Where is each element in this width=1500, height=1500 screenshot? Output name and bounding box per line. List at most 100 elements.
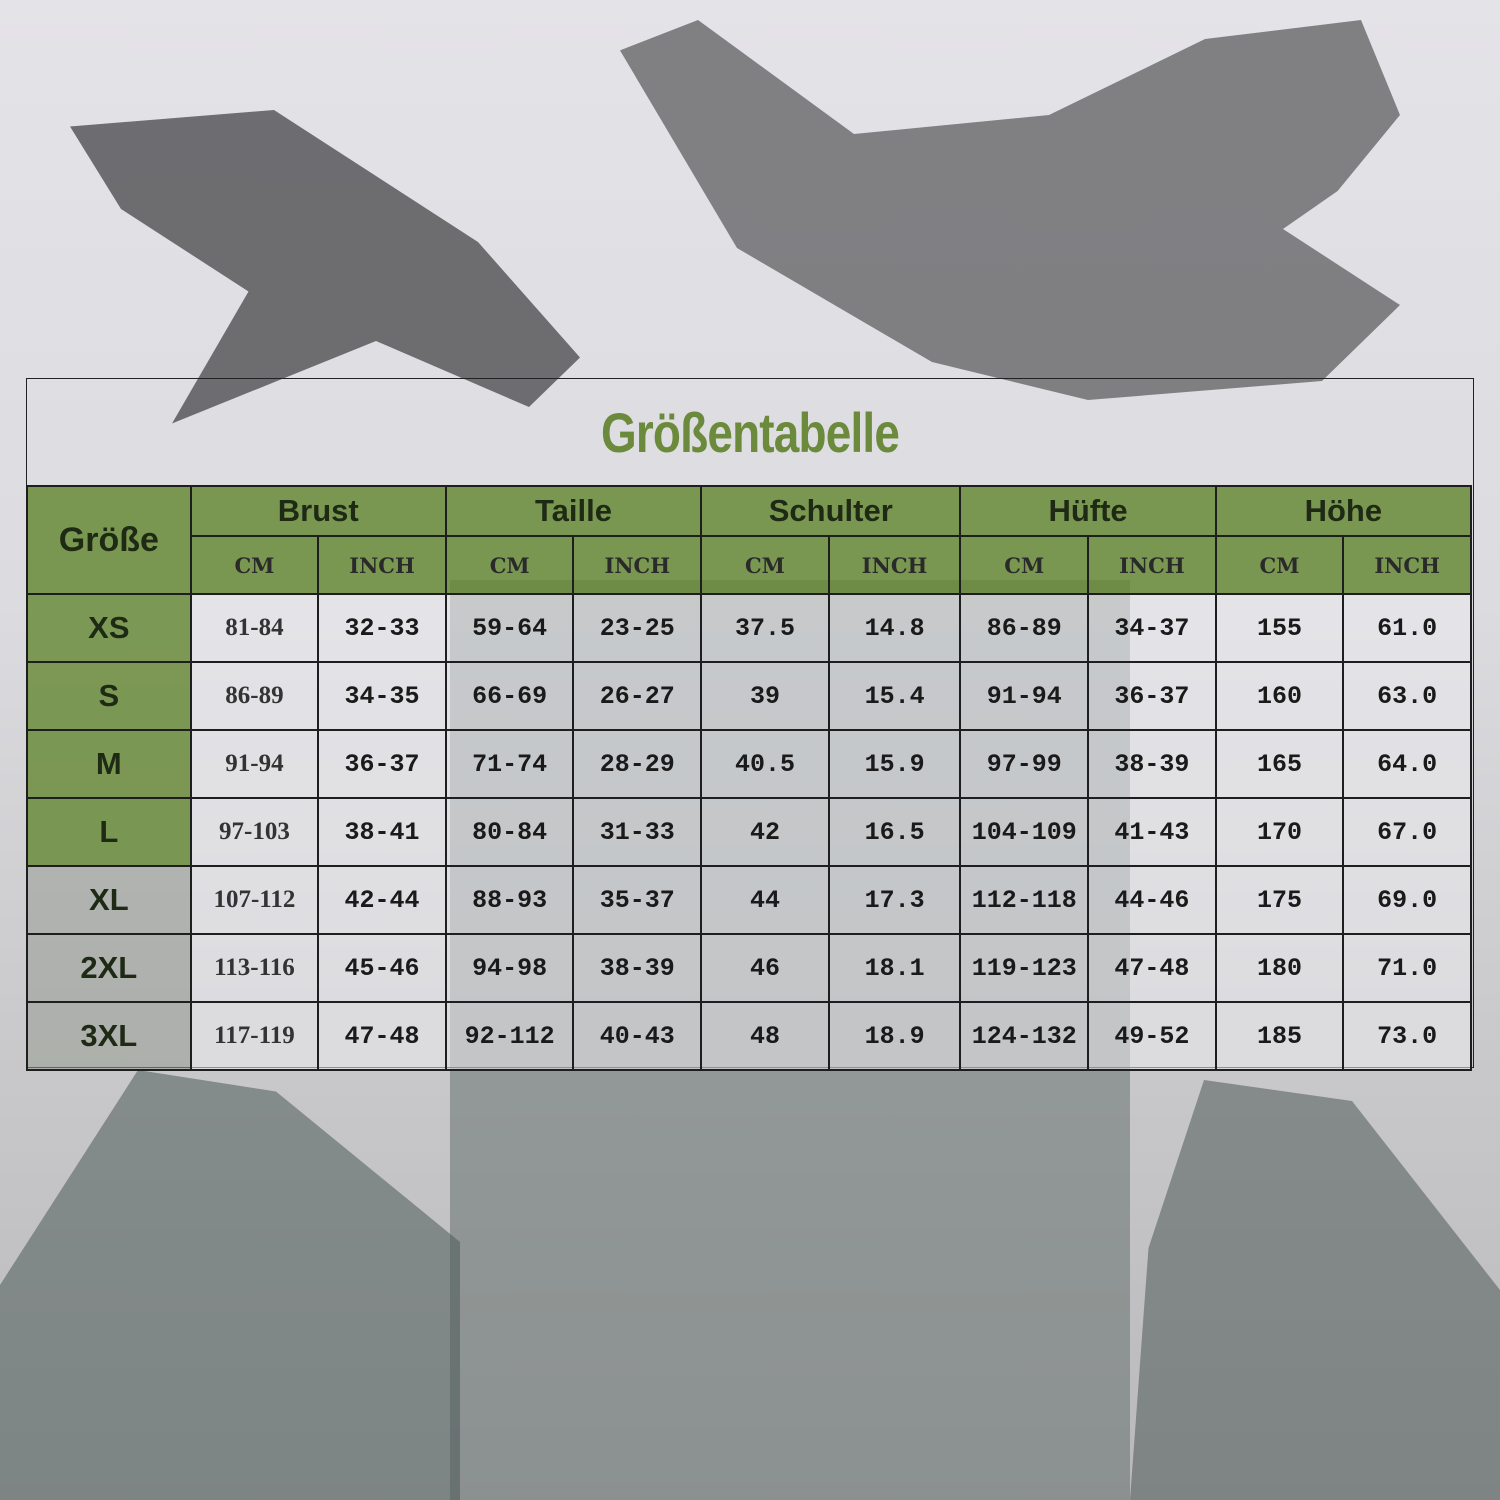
table-cell: 92-112 [444,1001,575,1071]
table-cell: 61.0 [1342,593,1472,663]
table-cell: 107-112 [189,865,320,935]
table-cell: 44 [700,865,830,935]
table-cell: 48 [700,1001,830,1071]
table-cell: 42 [700,797,830,867]
group-header-schulter: Schulter [700,485,962,537]
table-cell: 180 [1214,933,1345,1003]
size-label: XL [26,865,192,935]
size-table: Größe Brust Taille Schulter Hüfte Höhe CM INC… [26,485,1473,1071]
table-cell: 91-94 [189,729,320,799]
table-cell: 64.0 [1342,729,1472,799]
size-column-header: Größe [26,485,192,595]
witch-figure-left-photo [0,1070,460,1500]
unit-header: CM [189,535,320,595]
group-header-brust: Brust [189,485,447,537]
unit-header: INCH [827,535,962,595]
table-cell: 38-41 [317,797,447,867]
table-cell: 80-84 [444,797,575,867]
table-cell: 88-93 [444,865,575,935]
table-row: L 97-103 38-41 80-84 31-33 42 16.5 104-109 41-43… [26,797,1472,867]
chart-title: Größentabelle [600,401,900,464]
table-row: XL 107-112 42-44 88-93 35-37 44 17.3 112-118 44-… [26,865,1472,935]
table-row: M 91-94 36-37 71-74 28-29 40.5 15.9 97-99 38-39 1… [26,729,1472,799]
table-cell: 38-39 [1087,729,1217,799]
size-label: S [26,661,192,731]
table-cell: 31-33 [572,797,703,867]
unit-header: CM [1214,535,1345,595]
table-cell: 49-52 [1087,1001,1217,1071]
table-cell: 23-25 [572,593,703,663]
group-header-hüfte: Hüfte [959,485,1217,537]
table-cell: 165 [1214,729,1345,799]
table-cell: 119-123 [959,933,1090,1003]
group-header-taille: Taille [444,485,703,537]
table-cell: 46 [700,933,830,1003]
table-cell: 47-48 [1087,933,1217,1003]
table-cell: 34-35 [317,661,447,731]
table-cell: 40.5 [700,729,830,799]
group-header-höhe: Höhe [1214,485,1473,537]
table-cell: 44-46 [1087,865,1217,935]
table-cell: 71-74 [444,729,575,799]
table-cell: 67.0 [1342,797,1472,867]
table-cell: 16.5 [827,797,962,867]
table-cell: 36-37 [1087,661,1217,731]
table-cell: 185 [1214,1001,1345,1071]
table-cell: 170 [1214,797,1345,867]
table-cell: 35-37 [572,865,703,935]
table-cell: 42-44 [317,865,447,935]
table-cell: 36-37 [317,729,447,799]
unit-header: INCH [1087,535,1217,595]
table-cell: 14.8 [827,593,962,663]
unit-header: CM [959,535,1090,595]
size-label: M [26,729,192,799]
table-cell: 26-27 [572,661,703,731]
table-cell: 38-39 [572,933,703,1003]
table-cell: 17.3 [827,865,962,935]
table-cell: 15.4 [827,661,962,731]
size-label: XS [26,593,192,663]
unit-header: INCH [572,535,703,595]
size-label: 2XL [26,933,192,1003]
table-cell: 113-116 [189,933,320,1003]
table-cell: 15.9 [827,729,962,799]
table-cell: 155 [1214,593,1345,663]
size-label: 3XL [26,1001,192,1071]
table-cell: 104-109 [959,797,1090,867]
table-cell: 69.0 [1342,865,1472,935]
table-cell: 86-89 [189,661,320,731]
table-cell: 94-98 [444,933,575,1003]
table-cell: 18.1 [827,933,962,1003]
table-cell: 41-43 [1087,797,1217,867]
table-cell: 63.0 [1342,661,1472,731]
table-cell: 97-99 [959,729,1090,799]
size-chart: Größentabelle Größe Brust Taille Schulter H… [26,378,1474,1071]
table-cell: 18.9 [827,1001,962,1071]
table-cell: 117-119 [189,1001,320,1071]
unit-header: CM [700,535,830,595]
table-cell: 37.5 [700,593,830,663]
table-cell: 160 [1214,661,1345,731]
table-row: XS 81-84 32-33 59-64 23-25 37.5 14.8 86-89 34-37… [26,593,1472,663]
table-row: 3XL 117-119 47-48 92-112 40-43 48 18.9 124-132 4… [26,1001,1472,1071]
unit-header: INCH [1342,535,1472,595]
table-cell: 97-103 [189,797,320,867]
table-cell: 73.0 [1342,1001,1472,1071]
table-cell: 81-84 [189,593,320,663]
table-row: S 86-89 34-35 66-69 26-27 39 15.4 91-94 36-37 160… [26,661,1472,731]
table-cell: 66-69 [444,661,575,731]
table-cell: 32-33 [317,593,447,663]
witch-hat-photo [620,20,1400,400]
unit-header: CM [444,535,575,595]
table-cell: 59-64 [444,593,575,663]
table-cell: 40-43 [572,1001,703,1071]
witch-figure-right-photo [1130,1080,1500,1500]
table-cell: 39 [700,661,830,731]
size-label: L [26,797,192,867]
table-cell: 47-48 [317,1001,447,1071]
table-cell: 34-37 [1087,593,1217,663]
table-cell: 91-94 [959,661,1090,731]
unit-header: INCH [317,535,447,595]
table-cell: 28-29 [572,729,703,799]
table-row: 2XL 113-116 45-46 94-98 38-39 46 18.1 119-123 47… [26,933,1472,1003]
